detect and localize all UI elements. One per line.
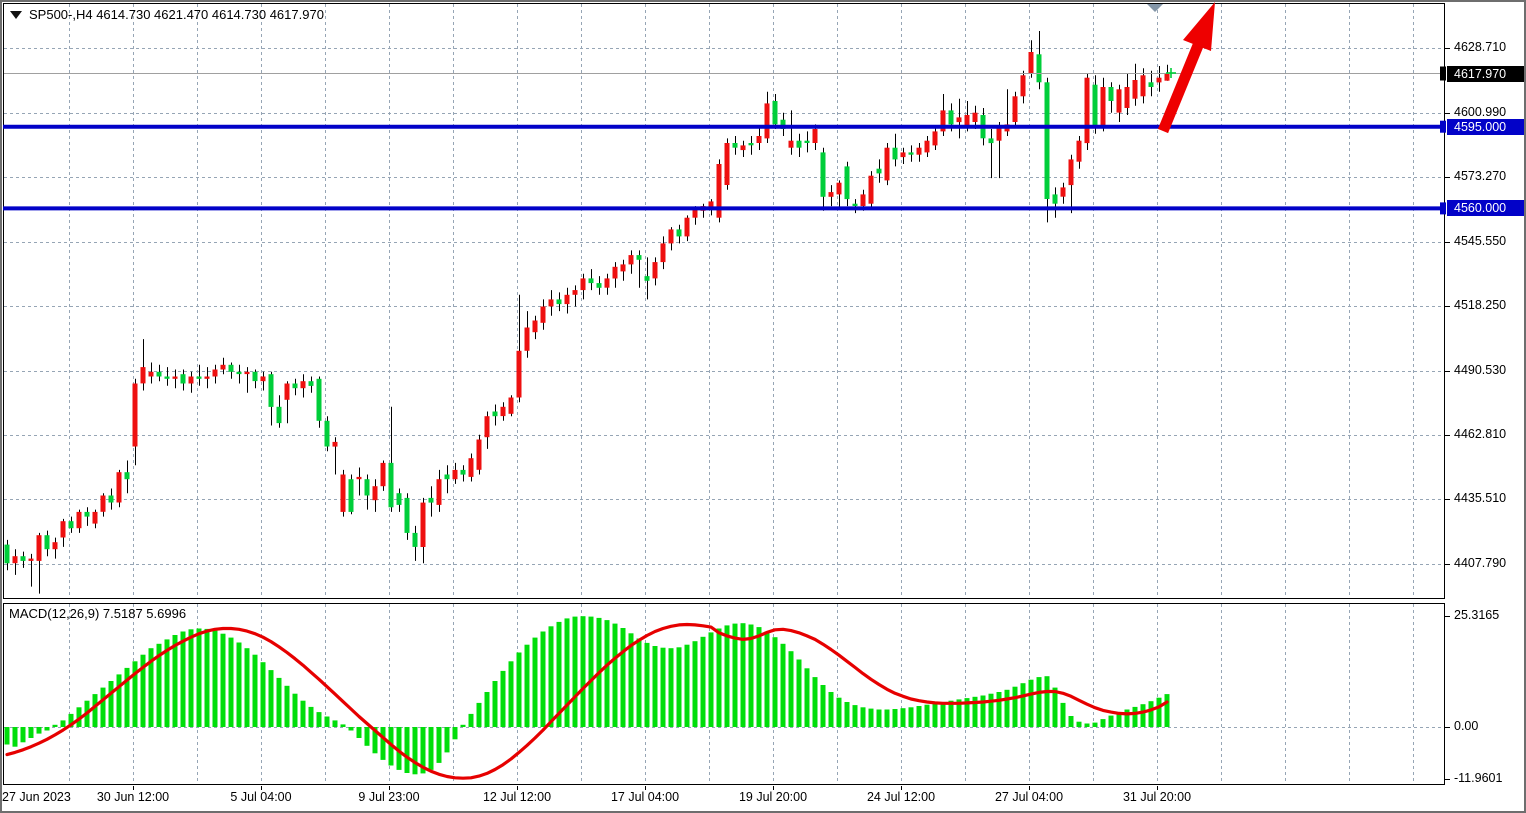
support-level-badge[interactable]: 4560.000: [1447, 200, 1524, 217]
last-bar-cross-marker: [1166, 68, 1176, 78]
price-axis-label: 4600.990: [1454, 104, 1507, 119]
support-resistance-lines[interactable]: [3, 120, 1446, 215]
price-axis-label: 4490.530: [1454, 362, 1507, 377]
chart-title-row: SP500-,H4 4614.730 4621.470 4614.730 461…: [10, 7, 324, 22]
scroll-end-triangle-icon[interactable]: [1147, 4, 1163, 12]
time-axis-label: 12 Jul 12:00: [482, 790, 552, 804]
macd-signal-line: [5, 622, 1169, 780]
time-axis-label: 9 Jul 23:00: [358, 790, 420, 804]
chart-title: SP500-,H4 4614.730 4621.470 4614.730 461…: [29, 7, 324, 22]
time-axis-label: 27 Jun 2023: [2, 790, 71, 804]
time-axis-label: 24 Jul 12:00: [866, 790, 936, 804]
macd-histogram: [4, 616, 1170, 775]
macd-axis-label: -11.9601: [1454, 771, 1503, 786]
price-axis-label: 4462.810: [1454, 427, 1507, 442]
macd-axis-label: 25.3165: [1454, 608, 1500, 623]
time-axis-label: 17 Jul 04:00: [610, 790, 680, 804]
current-price-badge: 4617.970: [1447, 65, 1524, 82]
macd-axis-label: 0.00: [1454, 719, 1479, 733]
resistance-level-badge[interactable]: 4595.000: [1447, 118, 1524, 135]
price-axis-label: 4573.270: [1454, 169, 1507, 184]
price-axis-label: 4545.550: [1454, 234, 1507, 249]
time-axis-label: 5 Jul 04:00: [230, 790, 292, 804]
current-price-pointer: [1440, 66, 1446, 81]
time-axis-label: 19 Jul 20:00: [738, 790, 808, 804]
price-axis-label: 4628.710: [1454, 40, 1507, 54]
up-trend-arrow[interactable]: [1157, 2, 1215, 134]
price-axis-label: 4435.510: [1454, 491, 1507, 506]
price-axis-label: 4407.790: [1454, 555, 1507, 570]
macd-indicator-label: MACD(12,26,9) 7.5187 5.6996: [9, 606, 187, 621]
time-axis-label: 31 Jul 20:00: [1122, 790, 1192, 804]
grid-horizontal: [4, 48, 1444, 565]
symbol-dropdown-icon[interactable]: [10, 10, 22, 19]
time-axis-label: 27 Jul 04:00: [994, 790, 1064, 804]
price-axis-label: 4518.250: [1454, 297, 1507, 312]
time-axis-label: 30 Jun 12:00: [96, 790, 170, 804]
axis-ticks: [133, 48, 1450, 790]
